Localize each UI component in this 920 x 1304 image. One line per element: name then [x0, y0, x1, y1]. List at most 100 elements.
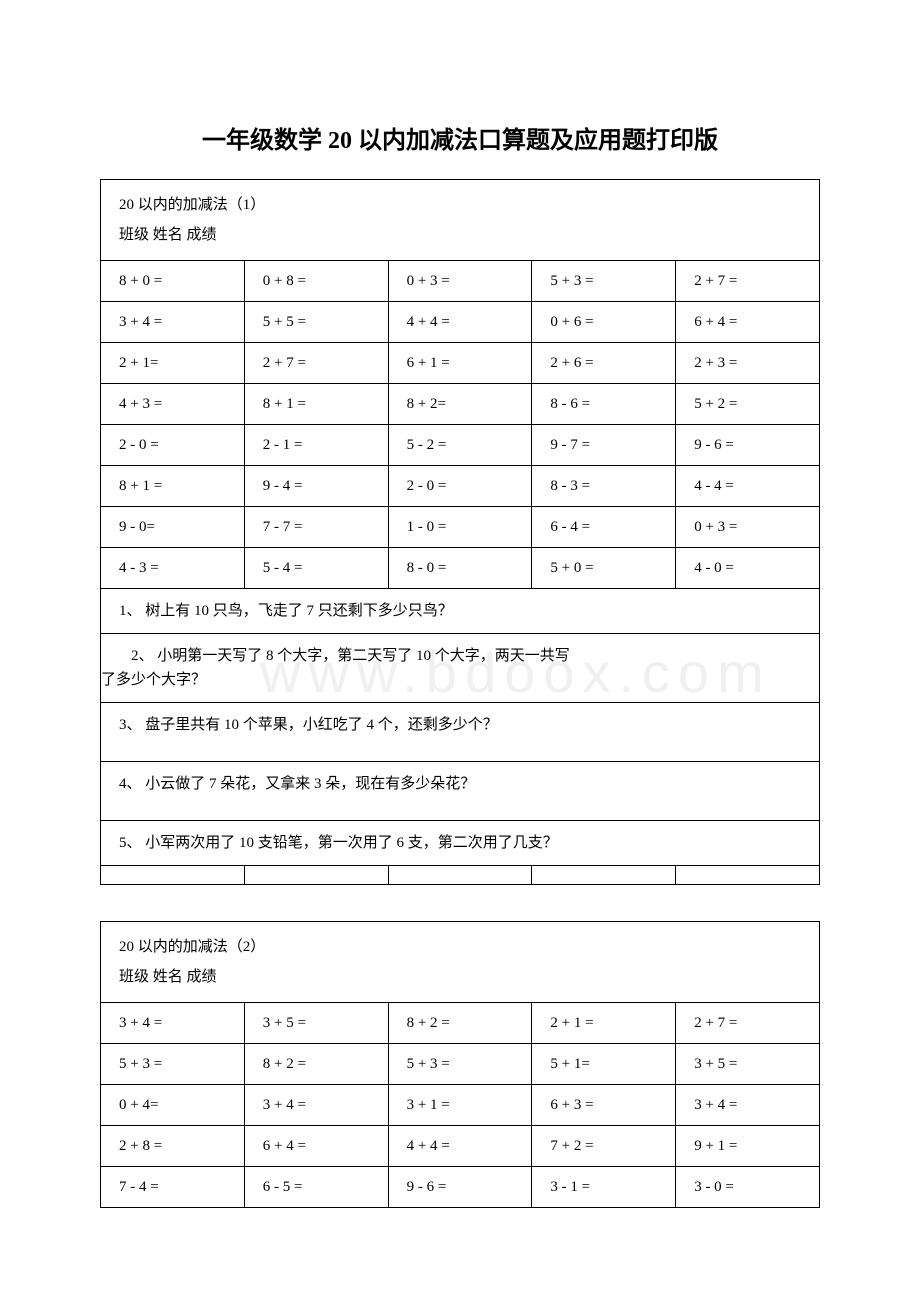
empty-cell — [676, 866, 820, 885]
table-header-row: 20 以内的加减法（1） 班级 姓名 成绩 — [101, 180, 820, 261]
math-cell: 8 + 1 = — [101, 466, 245, 507]
math-cell: 3 + 4 = — [676, 1085, 820, 1126]
math-cell: 6 + 1 = — [388, 343, 532, 384]
math-cell: 2 + 6 = — [532, 343, 676, 384]
math-cell: 8 + 2 = — [388, 1003, 532, 1044]
math-cell: 9 - 6 = — [388, 1167, 532, 1208]
math-cell: 8 - 0 = — [388, 548, 532, 589]
math-cell: 6 + 4 = — [676, 302, 820, 343]
table-row: 3 + 4 = 3 + 5 = 8 + 2 = 2 + 1 = 2 + 7 = — [101, 1003, 820, 1044]
word-problem: 4、 小云做了 7 朵花，又拿来 3 朵，现在有多少朵花？ — [101, 762, 820, 821]
math-cell: 2 + 3 = — [676, 343, 820, 384]
table-row: 5 + 3 = 8 + 2 = 5 + 3 = 5 + 1= 3 + 5 = — [101, 1044, 820, 1085]
empty-cell — [388, 866, 532, 885]
math-cell: 5 + 1= — [532, 1044, 676, 1085]
math-cell: 3 - 1 = — [532, 1167, 676, 1208]
table-heading: 20 以内的加减法（2） 班级 姓名 成绩 — [101, 922, 820, 1003]
heading-line-2: 班级 姓名 成绩 — [119, 220, 813, 250]
math-cell: 3 + 5 = — [244, 1003, 388, 1044]
math-cell: 0 + 3 = — [676, 507, 820, 548]
math-cell: 9 + 1 = — [676, 1126, 820, 1167]
table-row: 8 + 1 = 9 - 4 = 2 - 0 = 8 - 3 = 4 - 4 = — [101, 466, 820, 507]
math-cell: 7 - 7 = — [244, 507, 388, 548]
table-heading: 20 以内的加减法（1） 班级 姓名 成绩 — [101, 180, 820, 261]
math-cell: 5 + 3 = — [532, 261, 676, 302]
math-cell: 4 + 3 = — [101, 384, 245, 425]
table-row: 8 + 0 = 0 + 8 = 0 + 3 = 5 + 3 = 2 + 7 = — [101, 261, 820, 302]
math-cell: 8 + 2= — [388, 384, 532, 425]
math-cell: 2 + 7 = — [676, 261, 820, 302]
math-cell: 5 + 3 = — [101, 1044, 245, 1085]
math-cell: 4 - 4 = — [676, 466, 820, 507]
math-cell: 3 + 4 = — [101, 1003, 245, 1044]
math-cell: 2 + 7 = — [676, 1003, 820, 1044]
word-problem: 5、 小军两次用了 10 支铅笔，第一次用了 6 支，第二次用了几支？ — [101, 821, 820, 866]
math-cell: 3 + 1 = — [388, 1085, 532, 1126]
word-problem-line: 了多少个大字？ — [101, 668, 813, 692]
table-row: 9 - 0= 7 - 7 = 1 - 0 = 6 - 4 = 0 + 3 = — [101, 507, 820, 548]
word-problem-row: 4、 小云做了 7 朵花，又拿来 3 朵，现在有多少朵花？ — [101, 762, 820, 821]
math-cell: 5 - 4 = — [244, 548, 388, 589]
math-cell: 3 + 5 = — [676, 1044, 820, 1085]
empty-row — [101, 866, 820, 885]
math-cell: 5 + 3 = — [388, 1044, 532, 1085]
table-row: 4 - 3 = 5 - 4 = 8 - 0 = 5 + 0 = 4 - 0 = — [101, 548, 820, 589]
table-header-row: 20 以内的加减法（2） 班级 姓名 成绩 — [101, 922, 820, 1003]
math-cell: 0 + 3 = — [388, 261, 532, 302]
math-cell: 9 - 4 = — [244, 466, 388, 507]
math-cell: 8 + 2 = — [244, 1044, 388, 1085]
math-cell: 5 + 0 = — [532, 548, 676, 589]
heading-line-2: 班级 姓名 成绩 — [119, 962, 813, 992]
worksheet-table-2: 20 以内的加减法（2） 班级 姓名 成绩 3 + 4 = 3 + 5 = 8 … — [100, 921, 820, 1208]
table-row: 7 - 4 = 6 - 5 = 9 - 6 = 3 - 1 = 3 - 0 = — [101, 1167, 820, 1208]
math-cell: 5 + 5 = — [244, 302, 388, 343]
word-problem: 3、 盘子里共有 10 个苹果，小红吃了 4 个，还剩多少个？ — [101, 703, 820, 762]
page-container: www.bdoox.com 一年级数学 20 以内加减法口算题及应用题打印版 2… — [0, 0, 920, 1304]
math-cell: 8 + 0 = — [101, 261, 245, 302]
math-cell: 2 + 7 = — [244, 343, 388, 384]
math-cell: 0 + 4= — [101, 1085, 245, 1126]
table-row: 4 + 3 = 8 + 1 = 8 + 2= 8 - 6 = 5 + 2 = — [101, 384, 820, 425]
math-cell: 6 + 4 = — [244, 1126, 388, 1167]
math-cell: 8 + 1 = — [244, 384, 388, 425]
word-problem-row: 1、 树上有 10 只鸟，飞走了 7 只还剩下多少只鸟？ — [101, 589, 820, 634]
word-problem-line: 2、 小明第一天写了 8 个大字，第二天写了 10 个大字，两天一共写 — [101, 644, 813, 668]
math-cell: 4 + 4 = — [388, 1126, 532, 1167]
math-cell: 0 + 8 = — [244, 261, 388, 302]
math-cell: 6 - 5 = — [244, 1167, 388, 1208]
math-cell: 4 - 0 = — [676, 548, 820, 589]
table-row: 2 - 0 = 2 - 1 = 5 - 2 = 9 - 7 = 9 - 6 = — [101, 425, 820, 466]
math-cell: 3 + 4 = — [244, 1085, 388, 1126]
page-title: 一年级数学 20 以内加减法口算题及应用题打印版 — [100, 120, 820, 155]
math-cell: 6 + 3 = — [532, 1085, 676, 1126]
heading-line-1: 20 以内的加减法（1） — [119, 190, 813, 220]
empty-cell — [244, 866, 388, 885]
math-cell: 7 + 2 = — [532, 1126, 676, 1167]
math-cell: 2 + 8 = — [101, 1126, 245, 1167]
word-problem: 1、 树上有 10 只鸟，飞走了 7 只还剩下多少只鸟？ — [101, 589, 820, 634]
table-row: 0 + 4= 3 + 4 = 3 + 1 = 6 + 3 = 3 + 4 = — [101, 1085, 820, 1126]
math-cell: 2 - 0 = — [101, 425, 245, 466]
math-cell: 1 - 0 = — [388, 507, 532, 548]
math-cell: 3 + 4 = — [101, 302, 245, 343]
table-row: 2 + 1= 2 + 7 = 6 + 1 = 2 + 6 = 2 + 3 = — [101, 343, 820, 384]
math-cell: 9 - 0= — [101, 507, 245, 548]
word-problem: 2、 小明第一天写了 8 个大字，第二天写了 10 个大字，两天一共写 了多少个… — [101, 634, 820, 703]
word-problem-row: 5、 小军两次用了 10 支铅笔，第一次用了 6 支，第二次用了几支？ — [101, 821, 820, 866]
math-cell: 4 + 4 = — [388, 302, 532, 343]
math-cell: 2 - 0 = — [388, 466, 532, 507]
math-cell: 9 - 7 = — [532, 425, 676, 466]
table-row: 3 + 4 = 5 + 5 = 4 + 4 = 0 + 6 = 6 + 4 = — [101, 302, 820, 343]
math-cell: 2 + 1 = — [532, 1003, 676, 1044]
table-row: 2 + 8 = 6 + 4 = 4 + 4 = 7 + 2 = 9 + 1 = — [101, 1126, 820, 1167]
word-problem-row: 3、 盘子里共有 10 个苹果，小红吃了 4 个，还剩多少个？ — [101, 703, 820, 762]
math-cell: 0 + 6 = — [532, 302, 676, 343]
worksheet-table-1: 20 以内的加减法（1） 班级 姓名 成绩 8 + 0 = 0 + 8 = 0 … — [100, 179, 820, 885]
math-cell: 9 - 6 = — [676, 425, 820, 466]
empty-cell — [101, 866, 245, 885]
math-cell: 8 - 3 = — [532, 466, 676, 507]
math-cell: 8 - 6 = — [532, 384, 676, 425]
math-cell: 5 - 2 = — [388, 425, 532, 466]
math-cell: 2 + 1= — [101, 343, 245, 384]
math-cell: 2 - 1 = — [244, 425, 388, 466]
